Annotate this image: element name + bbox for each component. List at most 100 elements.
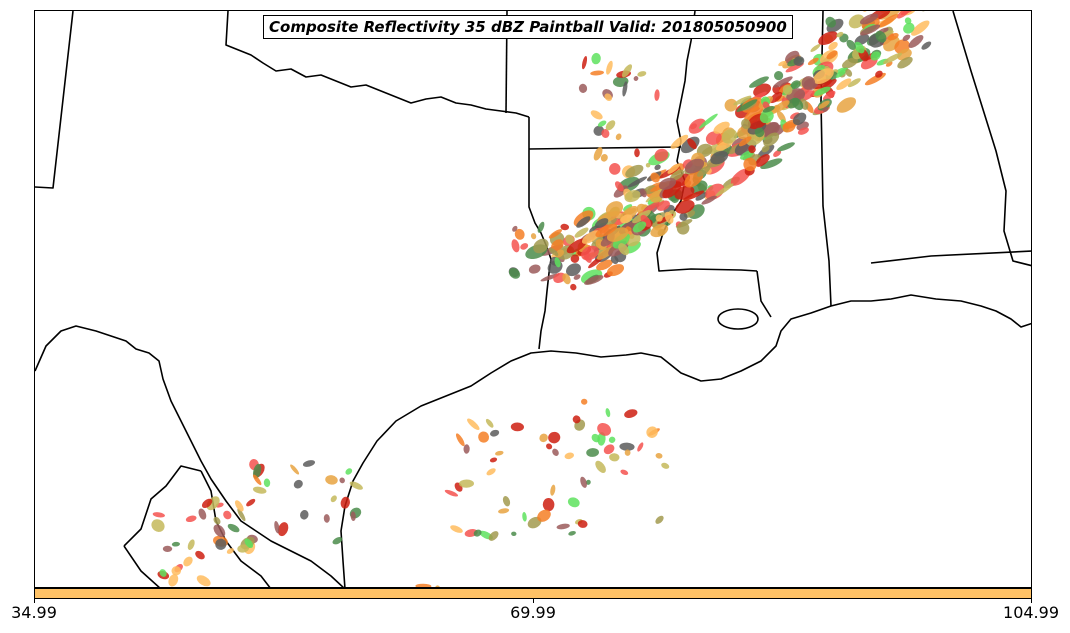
reflectivity-blob xyxy=(755,154,770,167)
reflectivity-blob xyxy=(773,70,784,81)
reflectivity-blob xyxy=(639,188,647,198)
reflectivity-blob xyxy=(676,221,690,235)
paintball-map xyxy=(35,11,1031,587)
reflectivity-blob xyxy=(818,100,830,109)
reflectivity-blob xyxy=(664,211,674,224)
reflectivity-blob xyxy=(604,93,613,101)
reflectivity-blob xyxy=(564,452,574,460)
reflectivity-blob xyxy=(763,132,780,147)
reflectivity-blob xyxy=(825,16,836,28)
reflectivity-blob xyxy=(790,80,801,90)
colorbar-tick-label-max: 104.99 xyxy=(1003,603,1059,622)
reflectivity-blob xyxy=(183,556,193,567)
reflectivity-blob xyxy=(777,142,795,152)
colorbar-tick-mark xyxy=(1031,599,1032,603)
reflectivity-blob xyxy=(650,172,660,183)
reflectivity-blob xyxy=(237,508,246,522)
reflectivity-blob xyxy=(654,164,661,171)
reflectivity-blob xyxy=(753,83,772,98)
gulf-coastline xyxy=(340,294,1031,587)
mexico-state-line-1 xyxy=(123,465,202,547)
reflectivity-blob xyxy=(900,11,922,16)
reflectivity-blob xyxy=(552,448,559,456)
reflectivity-blob xyxy=(187,539,195,551)
reflectivity-blob xyxy=(613,185,628,198)
reflectivity-blob xyxy=(846,39,856,50)
reflectivity-blob xyxy=(736,99,758,113)
reflectivity-blob xyxy=(897,56,913,69)
reflectivity-blob xyxy=(539,433,548,443)
reflectivity-blob xyxy=(754,127,765,138)
reflectivity-blob xyxy=(625,164,644,178)
reflectivity-blob xyxy=(151,519,165,532)
reflectivity-blob xyxy=(618,243,630,256)
reflectivity-blob xyxy=(213,516,221,525)
reflectivity-blob xyxy=(537,221,545,233)
reflectivity-blob xyxy=(581,398,588,405)
reflectivity-blob xyxy=(715,183,734,197)
reflectivity-blob xyxy=(350,511,356,521)
reflectivity-blob xyxy=(654,148,669,162)
reflectivity-blob xyxy=(568,531,576,536)
reflectivity-blob xyxy=(580,476,587,488)
reflectivity-blob xyxy=(594,218,609,229)
reflectivity-blob xyxy=(226,548,234,554)
reflectivity-blob xyxy=(520,243,529,250)
reflectivity-blob xyxy=(578,83,588,93)
reflectivity-blob xyxy=(548,247,559,256)
reflectivity-blob xyxy=(623,204,633,212)
reflectivity-blob xyxy=(511,531,517,537)
reflectivity-blob xyxy=(744,105,764,122)
reflectivity-blob xyxy=(887,32,899,41)
reflectivity-blob xyxy=(759,110,774,124)
reflectivity-blob xyxy=(773,149,782,158)
reflectivity-blob xyxy=(818,31,838,46)
reflectivity-blob xyxy=(537,509,551,522)
reflectivity-blob xyxy=(581,55,588,70)
reflectivity-blob xyxy=(550,484,556,496)
reflectivity-blob xyxy=(581,230,601,244)
reflectivity-blob xyxy=(860,24,881,36)
reflectivity-blob xyxy=(323,514,330,523)
reflectivity-blob xyxy=(878,14,899,28)
reflectivity-blob xyxy=(854,41,865,54)
reflectivity-blob xyxy=(917,11,927,12)
reflectivity-blob xyxy=(596,259,613,271)
reflectivity-blob xyxy=(875,70,883,78)
boundary-tx-la xyxy=(528,117,552,350)
lake-pontchartrain xyxy=(717,308,759,330)
reflectivity-blob xyxy=(277,522,289,537)
reflectivity-blob xyxy=(345,468,353,475)
reflectivity-blob xyxy=(171,566,182,576)
reflectivity-blob xyxy=(478,431,490,443)
reflectivity-blob xyxy=(514,228,525,240)
reflectivity-blob xyxy=(621,64,633,78)
reflectivity-blob xyxy=(595,460,606,473)
reflectivity-blob xyxy=(658,177,677,190)
reflectivity-blob xyxy=(263,478,271,488)
reflectivity-blob xyxy=(769,91,783,104)
reflectivity-blob xyxy=(908,35,924,48)
reflectivity-blob xyxy=(760,158,783,170)
reflectivity-blob xyxy=(237,544,250,553)
reflectivity-blob xyxy=(601,129,610,138)
reflectivity-blob xyxy=(560,223,569,231)
reflectivity-blob xyxy=(570,254,580,263)
reflectivity-blob xyxy=(812,78,832,89)
reflectivity-blob xyxy=(792,112,807,126)
reflectivity-blob xyxy=(566,263,581,277)
reflectivity-blob xyxy=(662,181,682,199)
reflectivity-blob xyxy=(615,133,622,141)
reflectivity-blob xyxy=(609,163,621,175)
reflectivity-blob xyxy=(661,462,670,469)
rio-grande xyxy=(35,325,345,587)
reflectivity-blob xyxy=(570,283,577,291)
colorbar-tick-label-mid: 69.99 xyxy=(510,603,556,622)
reflectivity-blob xyxy=(565,234,575,245)
reflectivity-blob xyxy=(415,583,432,587)
reflectivity-blob xyxy=(675,199,695,214)
colorbar-tick-label-min: 34.99 xyxy=(11,603,57,622)
reflectivity-blob xyxy=(737,126,751,140)
reflectivity-blob xyxy=(603,444,615,455)
reflectivity-blob xyxy=(473,529,482,537)
